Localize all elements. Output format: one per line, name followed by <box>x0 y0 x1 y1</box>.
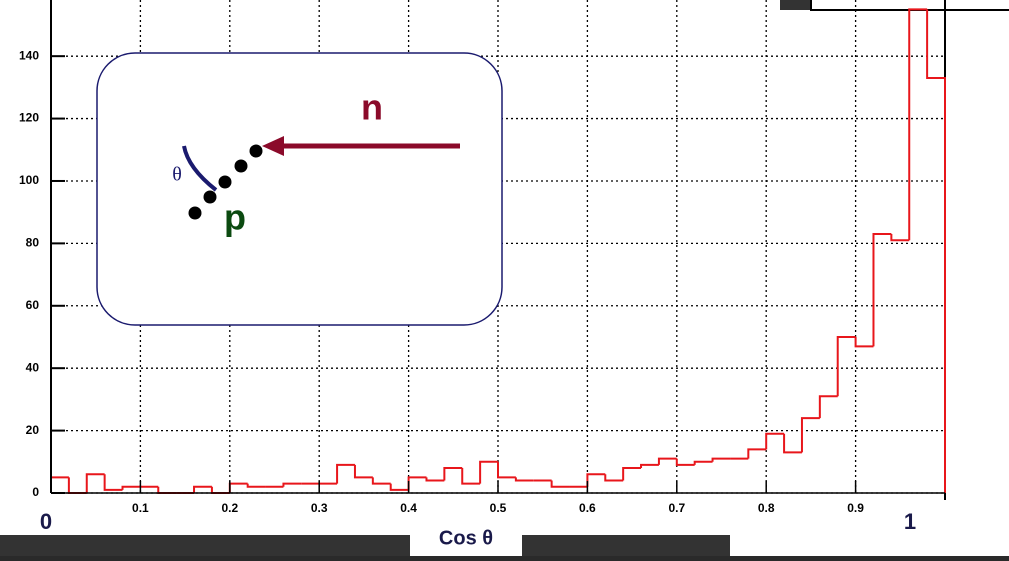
x-end-label: 0 <box>40 509 52 534</box>
histogram-bin <box>890 234 910 242</box>
track-dot <box>249 144 263 158</box>
histogram-bin <box>461 468 481 485</box>
x-tick-label: 0.8 <box>758 501 775 515</box>
histogram-bin <box>479 460 498 484</box>
inset: n θ p <box>96 52 503 326</box>
x-tick-label: 0.5 <box>490 501 507 515</box>
x-tick-label: 0.3 <box>311 501 328 515</box>
histogram-bin <box>854 336 874 348</box>
x-tick-label: 0.4 <box>400 501 417 515</box>
x-tick-label: 0.1 <box>132 501 149 515</box>
histogram-bin <box>693 460 713 465</box>
histogram-bin <box>425 477 445 482</box>
histogram-bin <box>765 432 785 450</box>
x-tick-label: 0.2 <box>221 501 238 515</box>
track-dot <box>203 190 217 204</box>
histogram-bin <box>193 485 212 493</box>
x-tick-label: 0.7 <box>668 501 685 515</box>
histogram-bin <box>836 335 856 397</box>
histogram-bin <box>622 467 642 481</box>
y-tick-label: 20 <box>26 423 40 437</box>
label-box <box>730 530 1009 556</box>
inset-box <box>96 52 503 326</box>
x-tick-label: 0.6 <box>579 501 596 515</box>
x-tick-label: 0.9 <box>847 501 864 515</box>
histogram-bin <box>121 485 141 490</box>
histogram-bin <box>103 474 123 491</box>
y-tick-label: 100 <box>19 173 39 187</box>
histogram-bin <box>353 464 373 479</box>
track-dot <box>188 206 202 220</box>
arrow-head <box>262 136 284 156</box>
plot-background-top <box>0 0 780 10</box>
histogram-bin <box>747 448 767 459</box>
histogram-bin <box>640 463 659 469</box>
histogram-bin <box>872 233 892 347</box>
axes: 0 20 40 60 80 100 120 140 0.1 0.2 0.3 0.4 0.5 0.6 0.7 0… <box>19 0 945 515</box>
angle-arc <box>182 145 218 192</box>
y-tick-label: 40 <box>26 360 40 374</box>
y-tick-label: 0 <box>32 485 39 499</box>
histogram-bin <box>550 480 570 488</box>
histogram-bin <box>675 458 695 466</box>
x-axis-label: Cos θ <box>439 527 493 549</box>
histogram-bin <box>371 477 391 485</box>
histogram-bin <box>657 457 677 465</box>
track-dot <box>234 159 248 173</box>
histogram-bin <box>246 483 266 488</box>
y-tick-label: 60 <box>26 298 40 312</box>
y-tick-label: 80 <box>26 236 40 250</box>
histogram-bin <box>926 9 946 493</box>
track-dot <box>218 175 232 189</box>
histogram-bin <box>908 8 928 241</box>
neutron-label: n <box>361 87 383 128</box>
x-end-label: 1 <box>904 509 916 534</box>
angle-label: θ <box>172 164 182 186</box>
histogram-bin <box>800 417 820 453</box>
histogram-bin <box>783 433 802 454</box>
y-tick-label: 140 <box>19 48 39 62</box>
histogram-bin <box>389 483 409 491</box>
proton-label: p <box>224 197 246 238</box>
histogram-bin <box>85 473 105 493</box>
histogram-bin <box>497 461 516 479</box>
histogram-bin <box>604 474 624 482</box>
y-tick-label: 120 <box>19 111 39 125</box>
histogram-bin <box>282 482 302 487</box>
histogram-bin <box>514 477 534 482</box>
histogram-bin <box>336 463 355 484</box>
histogram-bin <box>818 395 838 419</box>
label-box <box>410 530 522 556</box>
histogram-bin <box>711 457 731 462</box>
histogram-bin <box>443 467 463 481</box>
